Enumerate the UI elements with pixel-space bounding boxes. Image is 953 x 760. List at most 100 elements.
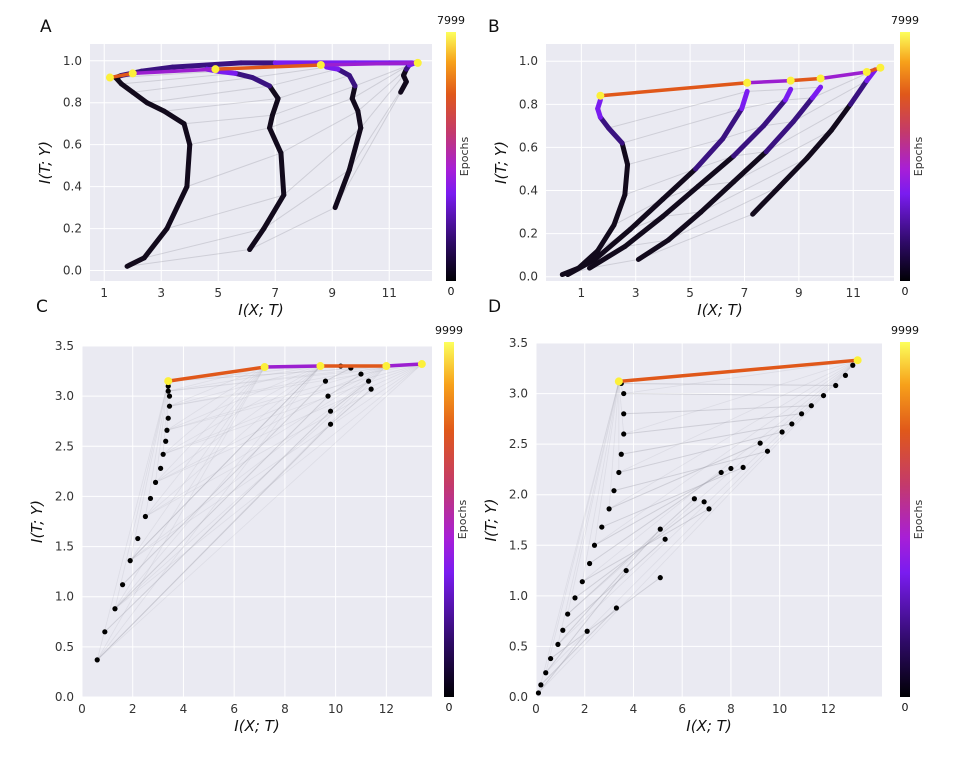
x-tick-label: 9: [795, 286, 803, 300]
trajectory-segment: [731, 149, 769, 185]
data-point: [166, 393, 173, 399]
data-point: [587, 560, 593, 567]
y-tick-label: 0.2: [519, 227, 538, 241]
data-point: [538, 682, 544, 688]
connection-line: [790, 86, 821, 90]
trajectory-segment: [828, 101, 853, 133]
endpoint-marker: [862, 68, 871, 77]
connection-line: [162, 365, 321, 455]
data-point: [164, 427, 170, 433]
data-point: [657, 526, 663, 532]
connection-line: [163, 365, 387, 455]
x-tick-label: 5: [686, 286, 694, 300]
connection-line: [155, 365, 321, 483]
connection-line: [104, 410, 331, 633]
connection-line: [129, 365, 321, 561]
connection-line: [700, 157, 808, 213]
connection-line: [132, 77, 253, 93]
y-tick-label: 0.0: [55, 690, 74, 704]
x-tick-label: 7: [741, 286, 749, 300]
endpoint-marker: [260, 363, 269, 372]
plot-area: [536, 343, 882, 697]
data-point: [147, 495, 154, 502]
connection-line: [166, 194, 284, 230]
x-tick-label: 0: [78, 702, 86, 716]
connection-line: [613, 450, 768, 492]
connection-line: [698, 181, 734, 187]
connection-line: [557, 359, 858, 645]
data-point: [565, 611, 571, 617]
data-point: [621, 431, 627, 437]
data-point: [779, 429, 785, 435]
trajectory-segment: [660, 166, 699, 202]
data-point: [789, 421, 795, 427]
connection-line: [186, 152, 282, 188]
endpoint-segment: [213, 63, 323, 71]
connection-line: [360, 75, 404, 129]
connection-line: [163, 363, 422, 455]
connection-line: [623, 393, 824, 397]
data-point: [808, 403, 814, 409]
y-tick-label: 2.0: [509, 488, 528, 502]
endpoint-marker: [316, 362, 325, 371]
connection-line: [280, 110, 359, 154]
data-point: [757, 440, 763, 446]
trajectory-segment: [332, 167, 352, 211]
y-tick-label: 0.8: [519, 97, 538, 111]
data-point: [163, 438, 169, 444]
connection-line: [562, 538, 666, 631]
x-tick-label: 1: [100, 286, 108, 300]
trajectory-segment: [324, 64, 341, 72]
trajectory-segment: [565, 256, 598, 278]
colorbar: [900, 342, 910, 697]
trajectory-segment: [777, 155, 810, 189]
x-tick-label: 10: [328, 702, 343, 716]
y-tick-label: 0.6: [519, 140, 538, 154]
endpoint-segment: [818, 70, 869, 81]
connection-line: [166, 366, 265, 431]
connection-line: [608, 442, 761, 510]
x-tick-label: 12: [379, 702, 394, 716]
y-tick-label: 3.5: [55, 339, 74, 353]
data-point: [158, 465, 164, 471]
connection-line: [357, 68, 407, 112]
trajectory-segment: [232, 70, 255, 81]
data-point: [706, 506, 712, 512]
connection-line: [144, 228, 264, 259]
x-axis-label: I(X; T): [234, 717, 279, 735]
trajectory-segment: [144, 100, 167, 114]
final-epoch-line: [164, 360, 426, 386]
data-point: [657, 575, 663, 581]
trajectory-segment: [181, 121, 193, 148]
data-point: [606, 506, 612, 512]
data-point: [718, 469, 724, 476]
connection-line: [145, 365, 321, 517]
endpoint-marker: [853, 356, 862, 365]
series-layer5: [750, 67, 878, 217]
connection-line: [114, 395, 329, 610]
y-tick-label: 3.5: [509, 336, 528, 350]
trajectory-segment: [141, 226, 170, 261]
data-point: [112, 606, 118, 612]
endpoint-segment: [131, 67, 218, 76]
final-epoch-line: [614, 356, 862, 386]
connection-line: [96, 365, 387, 661]
trajectory-segment: [269, 96, 281, 118]
connection-line: [733, 129, 832, 183]
connection-line: [581, 381, 620, 582]
connection-line: [166, 365, 321, 431]
endpoint-marker: [417, 360, 426, 369]
x-tick-label: 12: [821, 702, 836, 716]
trajectory-segment: [619, 140, 631, 168]
endpoint-marker: [596, 91, 605, 100]
trajectory-segment: [215, 68, 238, 76]
connection-line: [793, 80, 868, 123]
data-point: [850, 362, 856, 368]
trajectory-segment: [782, 86, 794, 103]
final-epoch-line: [596, 63, 885, 100]
connection-line: [618, 381, 625, 435]
connection-line: [765, 103, 851, 153]
connection-line: [574, 501, 705, 599]
data-point: [621, 390, 627, 397]
data-point: [691, 496, 697, 502]
